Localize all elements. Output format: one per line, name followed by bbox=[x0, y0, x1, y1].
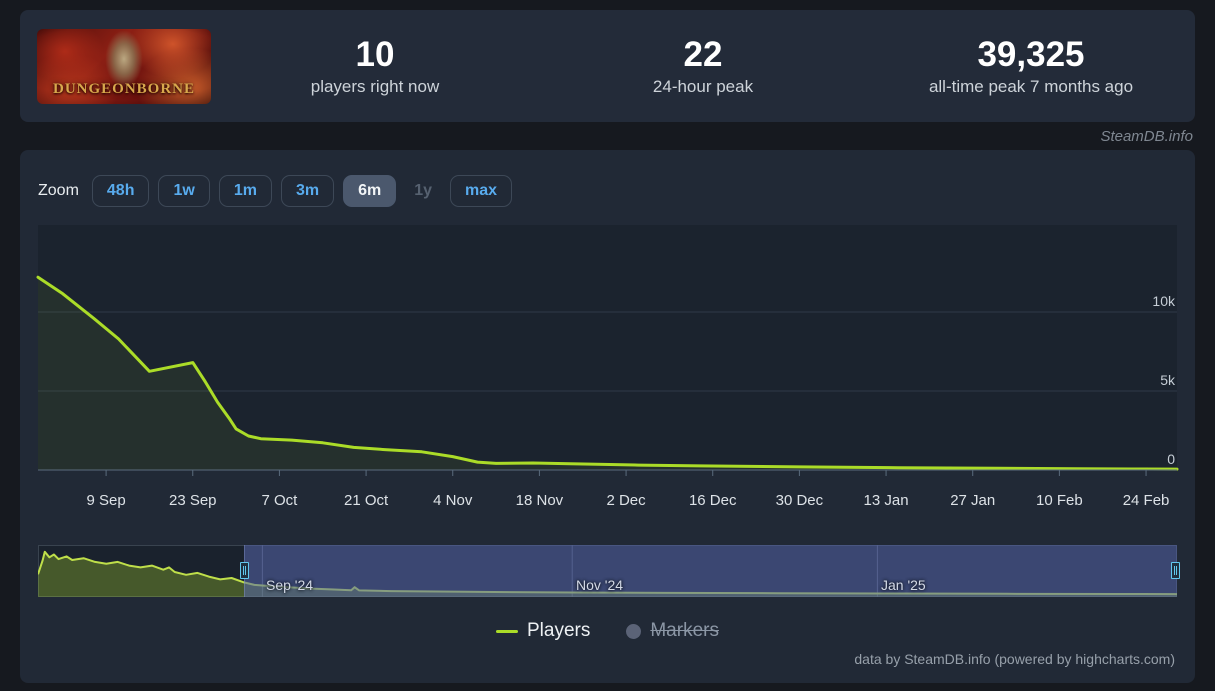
game-capsule-image[interactable]: DUNGEONBORNE bbox=[37, 28, 211, 104]
stat-label: all-time peak 7 months ago bbox=[928, 77, 1134, 97]
x-axis-label: 21 Oct bbox=[343, 492, 389, 509]
navigator-axis-label: Nov '24 bbox=[576, 577, 624, 593]
legend-item-markers[interactable]: Markers bbox=[626, 620, 719, 642]
x-axis-label: 2 Dec bbox=[606, 492, 646, 509]
x-axis-label: 27 Jan bbox=[950, 492, 996, 509]
chart-navigator[interactable]: Sep '24 Nov '24 Jan '25 bbox=[38, 545, 1180, 597]
zoom-toolbar: Zoom 48h 1w 1m 3m 6m 1y max bbox=[38, 175, 521, 207]
zoom-button-1y: 1y bbox=[405, 175, 441, 207]
stat-players-right-now: 10 players right now bbox=[211, 35, 539, 97]
stat-24-hour-peak: 22 24-hour peak bbox=[539, 35, 867, 97]
x-axis-label: 24 Feb bbox=[1122, 492, 1170, 509]
zoom-button-6m[interactable]: 6m bbox=[343, 175, 397, 207]
plot-background bbox=[38, 225, 1177, 470]
zoom-button-1m[interactable]: 1m bbox=[218, 175, 272, 207]
x-axis-label: 7 Oct bbox=[261, 492, 298, 509]
x-axis-label: 18 Nov bbox=[515, 492, 564, 509]
zoom-toolbar-label: Zoom bbox=[38, 181, 79, 199]
header-stats: 10 players right now 22 24-hour peak 39,… bbox=[211, 35, 1195, 97]
x-axis-label: 4 Nov bbox=[433, 492, 473, 509]
players-chart-plot[interactable] bbox=[20, 225, 1195, 477]
navigator-axis-label: Sep '24 bbox=[266, 577, 314, 593]
y-axis-label: 0 bbox=[1167, 451, 1175, 467]
x-axis-label: 9 Sep bbox=[86, 492, 126, 509]
navigator-selected-range[interactable] bbox=[244, 545, 1177, 597]
legend-label: Players bbox=[527, 620, 591, 641]
navigator-left-handle[interactable] bbox=[240, 562, 249, 579]
stat-value: 22 bbox=[683, 34, 723, 74]
legend-label: Markers bbox=[650, 620, 719, 641]
header-panel: DUNGEONBORNE 10 players right now 22 24-… bbox=[20, 10, 1195, 122]
navigator-right-handle[interactable] bbox=[1171, 562, 1180, 579]
y-axis-label: 5k bbox=[1160, 372, 1175, 388]
zoom-button-48h[interactable]: 48h bbox=[91, 175, 150, 207]
navigator-area-fill bbox=[38, 551, 1177, 597]
players-area-fill bbox=[38, 277, 1177, 470]
game-capsule-title: DUNGEONBORNE bbox=[52, 80, 195, 97]
stat-value: 39,325 bbox=[977, 34, 1085, 74]
steamdb-watermark-link[interactable]: SteamDB.info bbox=[1100, 128, 1193, 145]
zoom-button-1w[interactable]: 1w bbox=[158, 175, 210, 207]
stat-all-time-peak: 39,325 all-time peak 7 months ago bbox=[867, 35, 1195, 97]
navigator-axis-label: Jan '25 bbox=[881, 577, 926, 593]
chart-panel: Zoom 48h 1w 1m 3m 6m 1y max Sep '24 Nov '24 Jan … bbox=[20, 150, 1195, 683]
legend-item-players[interactable]: Players bbox=[496, 620, 590, 642]
stat-label: 24-hour peak bbox=[652, 77, 754, 97]
zoom-button-max[interactable]: max bbox=[450, 175, 513, 207]
x-axis-label: 23 Sep bbox=[168, 492, 217, 509]
x-axis-label: 16 Dec bbox=[688, 492, 737, 509]
x-axis-label: 10 Feb bbox=[1036, 492, 1083, 509]
chart-legend: Players Markers bbox=[20, 615, 1195, 647]
x-axis-label: 30 Dec bbox=[775, 492, 824, 509]
x-axis-label: 13 Jan bbox=[863, 492, 909, 509]
y-axis-label: 10k bbox=[1152, 293, 1175, 309]
chart-credits-link[interactable]: data by SteamDB.info (powered by highcha… bbox=[854, 651, 1175, 667]
stat-label: players right now bbox=[310, 77, 440, 97]
markers-circle-swatch-icon bbox=[626, 623, 642, 639]
stat-value: 10 bbox=[355, 34, 395, 74]
players-line-swatch-icon bbox=[496, 629, 518, 633]
players-line bbox=[36, 275, 1179, 471]
zoom-button-3m[interactable]: 3m bbox=[280, 175, 335, 207]
